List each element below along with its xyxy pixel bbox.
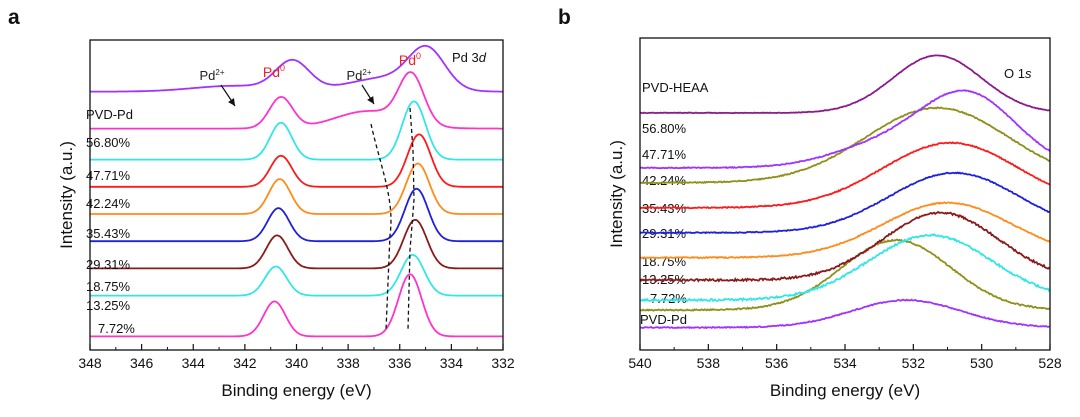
annotation-pd0-right: Pd0 — [399, 51, 421, 68]
x-tick-label: 348 — [78, 355, 102, 371]
series-line-29.31% — [640, 201, 1051, 260]
x-tick-label: 532 — [902, 355, 926, 371]
series-line-PVD-Pd — [639, 298, 1051, 330]
x-tick-label: 340 — [285, 355, 309, 371]
x-tick-label: 536 — [765, 355, 789, 371]
dashed-guide-pd0 — [407, 107, 415, 331]
x-tick-label: 538 — [697, 355, 721, 371]
series-line-7.72% — [639, 238, 1051, 312]
x-tick-label: 540 — [628, 355, 652, 371]
series-line-47.71% — [639, 106, 1051, 185]
series-line-47.71% — [90, 100, 503, 161]
x-tick-label: 332 — [491, 355, 515, 371]
series-label-18.75%: 18.75% — [86, 279, 131, 294]
panel-label-a: a — [8, 6, 20, 29]
series-label-7.72%: 7.72% — [98, 321, 135, 336]
series-line-35.43% — [639, 171, 1051, 235]
series-label-35.43%: 35.43% — [86, 226, 131, 241]
panel-title: Pd 3d — [452, 50, 487, 65]
series-line-18.75% — [639, 210, 1051, 283]
x-tick-label: 336 — [388, 355, 412, 371]
series-label-47.71%: 47.71% — [642, 147, 687, 162]
series-line-29.31% — [90, 187, 503, 243]
y-axis-label: Intensity (a.u.) — [57, 141, 76, 249]
panel-title: O 1s — [1004, 66, 1032, 81]
x-tick-label: 346 — [130, 355, 154, 371]
dashed-guide-pd2plus — [370, 123, 392, 331]
series-label-47.71%: 47.71% — [86, 168, 131, 183]
arrow-pd2plus-right — [361, 84, 375, 105]
annotation-pd2plus-right: Pd2+ — [346, 68, 371, 83]
x-tick-label: 534 — [833, 355, 857, 371]
series-label-29.31%: 29.31% — [86, 257, 131, 272]
x-tick-label: 338 — [336, 355, 360, 371]
x-tick-label: 334 — [440, 355, 464, 371]
x-tick-label: 528 — [1038, 355, 1062, 371]
series-line-18.75% — [90, 218, 503, 270]
series-label-42.24%: 42.24% — [86, 196, 131, 211]
series-line-42.24% — [90, 133, 503, 188]
x-axis-label: Binding energy (eV) — [770, 381, 920, 400]
series-label-PVD-HEAA: PVD-HEAA — [642, 80, 709, 95]
annotation-pd2plus-left: Pd2+ — [199, 68, 224, 83]
series-label-PVD-Pd: PVD-Pd — [86, 107, 133, 122]
x-axis-label: Binding energy (eV) — [221, 381, 371, 400]
series-label-PVD-Pd: PVD-Pd — [640, 312, 687, 327]
series-label-18.75%: 18.75% — [642, 254, 687, 269]
series-line-PVD-Pd — [90, 44, 503, 93]
series-line-42.24% — [639, 141, 1051, 210]
series-label-56.80%: 56.80% — [86, 135, 131, 150]
arrow-pd2plus-left — [220, 84, 236, 107]
panel-a: 7.72% 13.25% 18.75% 29.31% 35.43% 42.24% 47.71… — [8, 6, 515, 400]
x-tick-label: 342 — [233, 355, 257, 371]
series-line-56.80% — [639, 89, 1051, 170]
series-label-42.24%: 42.24% — [642, 173, 687, 188]
series-line-PVD-HEAA — [639, 54, 1051, 115]
panel-label-b: b — [558, 6, 571, 29]
annotation-pd0-left: Pd0 — [263, 63, 285, 80]
x-tick-label: 344 — [182, 355, 206, 371]
series-line-56.80% — [90, 71, 503, 130]
x-tick-label: 530 — [970, 355, 994, 371]
panel-b: PVD-Pd7.72%13.25%18.75%29.31%35.43%42.24… — [558, 6, 1062, 400]
series-label-7.72%: 7.72% — [650, 291, 687, 306]
y-axis-label: Intensity (a.u.) — [607, 140, 626, 248]
series-line-13.25% — [90, 254, 503, 297]
plot-frame — [89, 39, 504, 351]
series-line-35.43% — [90, 162, 503, 215]
series-label-56.80%: 56.80% — [642, 121, 687, 136]
series-label-13.25%: 13.25% — [86, 298, 131, 313]
series-line-13.25% — [639, 233, 1051, 303]
series-line-7.72% — [90, 273, 503, 338]
